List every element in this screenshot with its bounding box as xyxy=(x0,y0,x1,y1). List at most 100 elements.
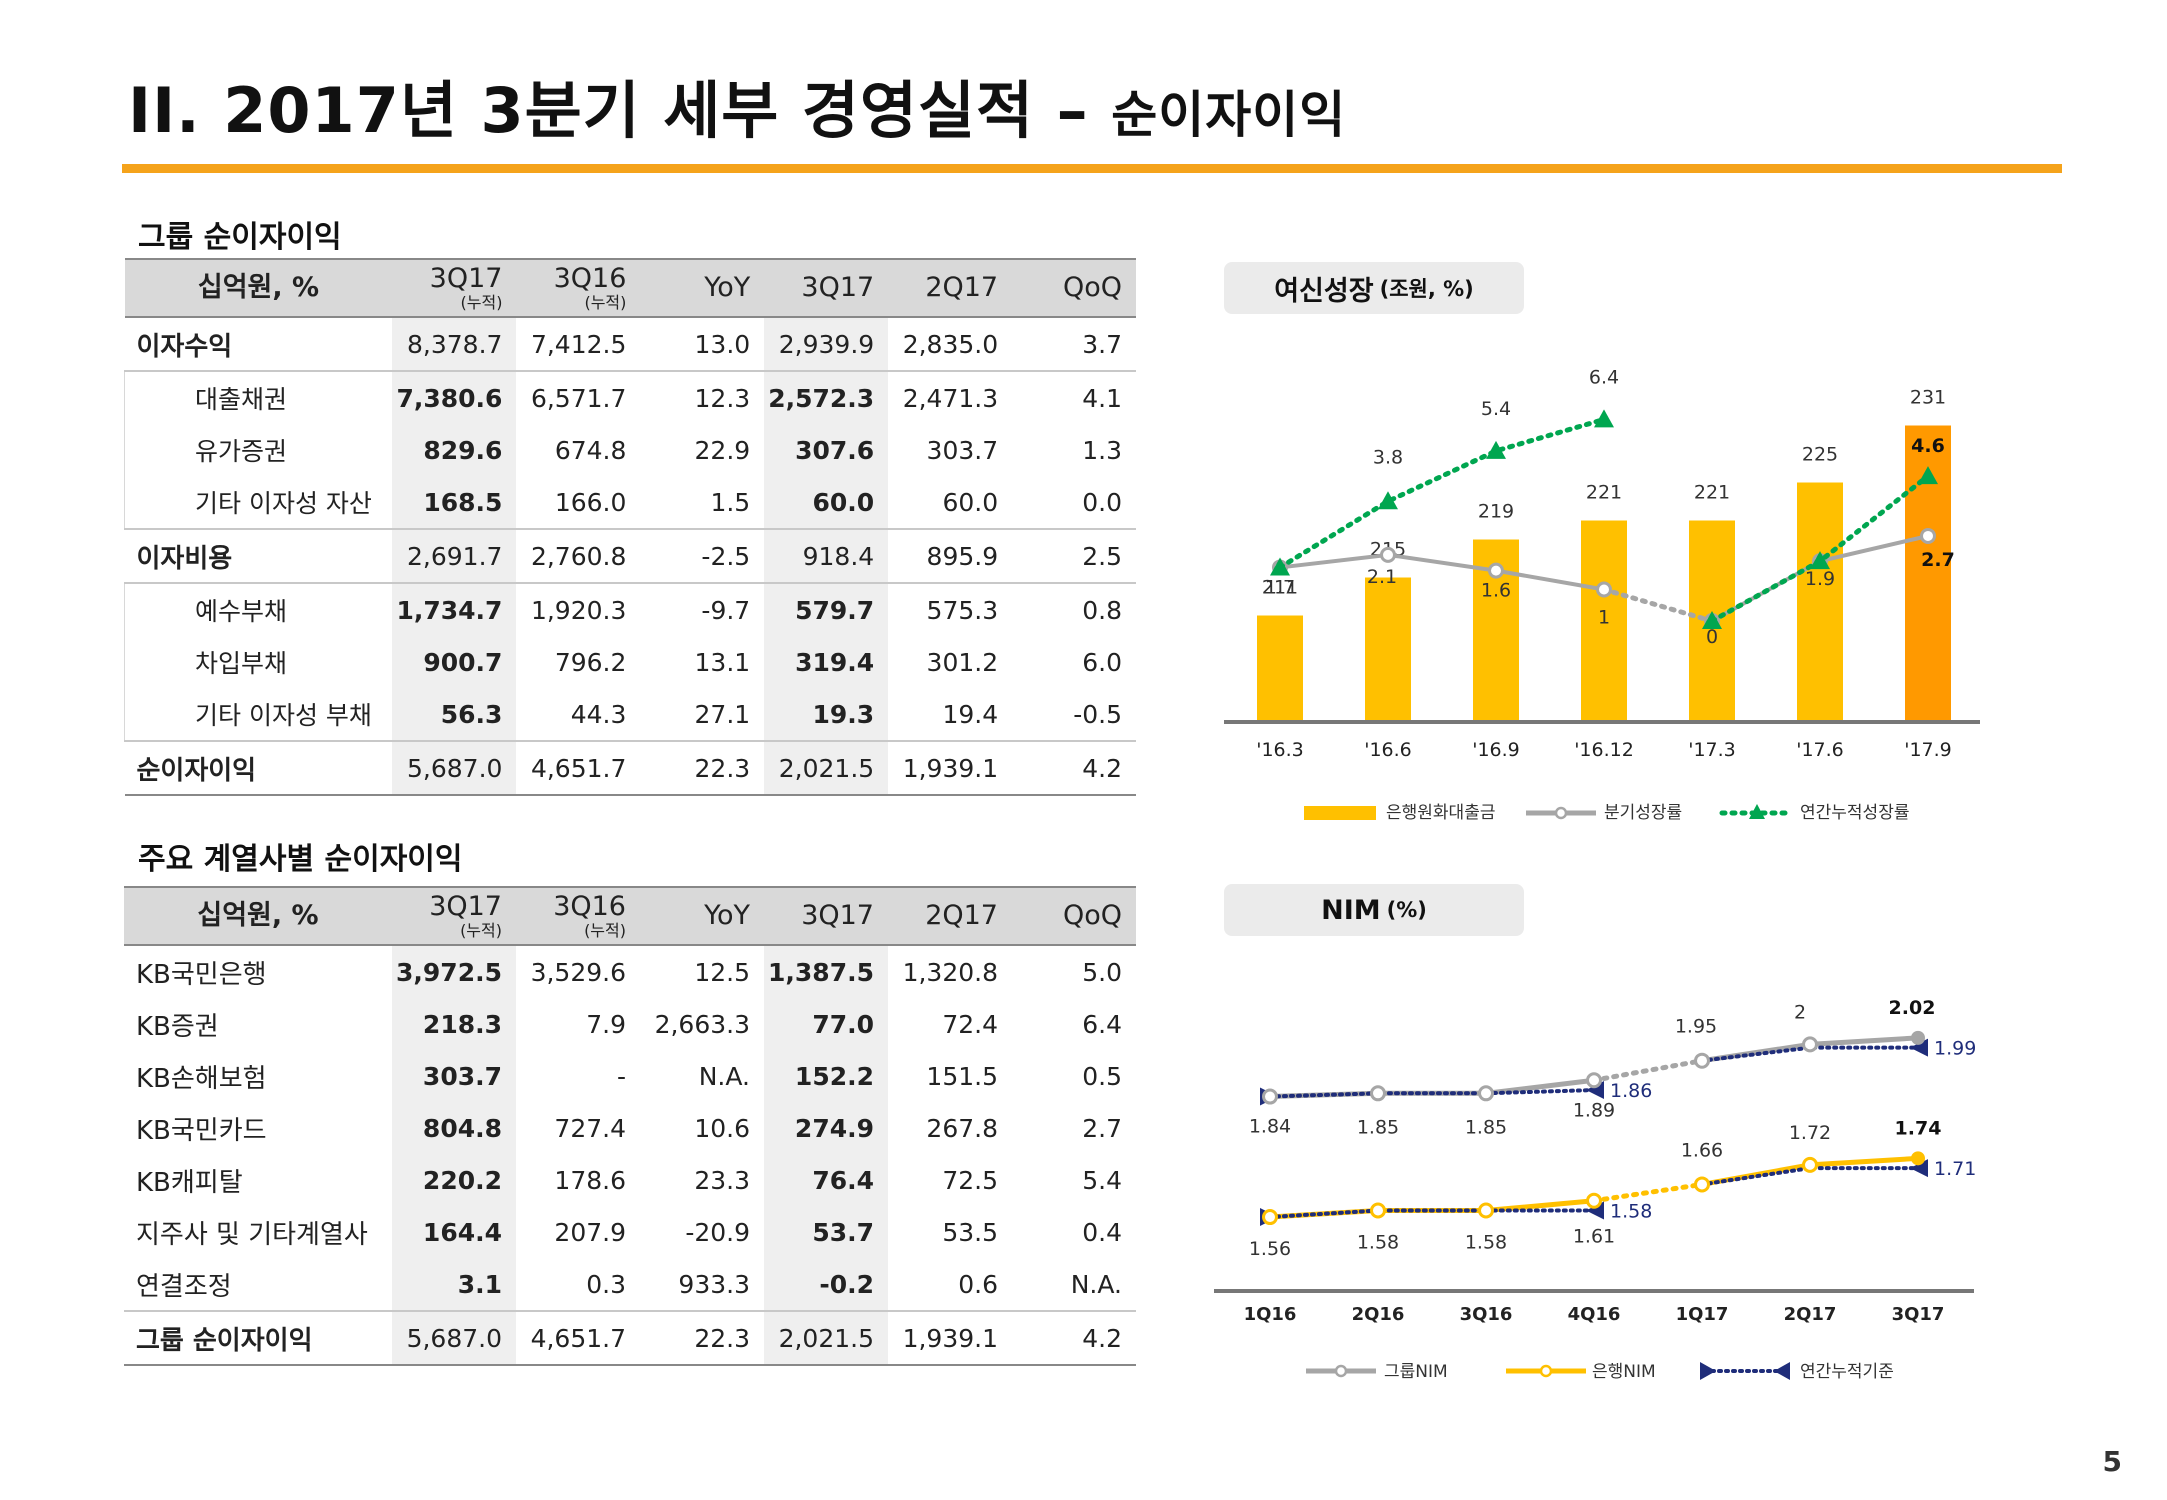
table-cell: 22.3 xyxy=(640,740,765,796)
table-row: 이자수익 8,378.7 7,412.5 13.0 2,939.9 2,835.0 3.7 xyxy=(125,317,1137,371)
column-header: QoQ xyxy=(1012,886,1136,946)
row-label: 순이자이익 xyxy=(124,740,393,796)
table-cell: 804.8 xyxy=(392,1102,516,1154)
group-nim-point xyxy=(1262,1088,1278,1105)
annual-growth-marker xyxy=(1486,440,1506,459)
x-tick-label: '17.9 xyxy=(1904,739,1952,761)
legend-triangle-swatch xyxy=(1749,804,1765,819)
legend-label: 은행원화대출금 xyxy=(1386,803,1495,823)
table-cell: 60.0 xyxy=(764,476,889,529)
row-label: KB국민은행 xyxy=(136,959,267,990)
column-header: 3Q17 (누적) xyxy=(392,886,516,946)
loan-bar xyxy=(1365,577,1411,720)
table-cell: 10.6 xyxy=(694,1113,750,1143)
table-row: 지주사 및 기타계열사 164.4 207.9 -20.9 53.7 53.5 0.4 xyxy=(124,1206,1136,1258)
x-tick-label: 1Q17 xyxy=(1676,1304,1729,1325)
quarterly-growth-point xyxy=(1596,581,1612,598)
bar-value-label: 225 xyxy=(1802,444,1838,466)
cumulative-nim-line xyxy=(1700,1166,1920,1187)
table-cell: 5.0 xyxy=(1082,957,1122,987)
table-cell: 0.8 xyxy=(1012,582,1136,636)
loan-bar xyxy=(1581,520,1627,720)
x-tick-label: '16.9 xyxy=(1472,739,1520,761)
bank-nim-point xyxy=(1262,1209,1278,1226)
table-cell: 2,939.9 xyxy=(764,317,889,371)
bar-value-label: 231 xyxy=(1910,387,1946,409)
group-nim-point xyxy=(1478,1085,1494,1102)
group-nim-label: 1.89 xyxy=(1573,1099,1615,1121)
legend-point-swatch xyxy=(1539,1364,1553,1378)
bank-nim-point xyxy=(1911,1151,1925,1166)
table-cell: 303.7 xyxy=(392,1050,516,1102)
table-cell: 1.5 xyxy=(710,487,751,517)
column-header: 3Q17 xyxy=(764,258,889,318)
group-nim-label: 1.85 xyxy=(1357,1116,1399,1138)
table-row: 기타 이자성 부채 56.3 44.3 27.1 19.3 19.4 -0.5 xyxy=(124,688,1137,741)
cumulative-nim-arrow xyxy=(1910,1159,1928,1178)
nim-chart-title: NIM (%) xyxy=(1224,884,1524,936)
x-tick-label: '16.6 xyxy=(1364,739,1412,761)
quarterly-growth-label: 2.7 xyxy=(1921,549,1955,571)
table-row: 대출채권 7,380.6 6,571.7 12.3 2,572.3 2,471.3 4.1 xyxy=(124,370,1136,424)
table-cell: 218.3 xyxy=(392,998,516,1050)
x-tick-label: 2Q16 xyxy=(1352,1304,1405,1325)
table-cell: 2,835.0 xyxy=(902,329,999,359)
table-cell: 53.7 xyxy=(764,1206,888,1258)
table-cell: -2.5 xyxy=(640,528,765,583)
annual-growth-marker xyxy=(1702,611,1722,629)
bank-nim-point xyxy=(1802,1156,1818,1173)
quarterly-growth-point xyxy=(1380,546,1396,563)
row-label: 연결조정 xyxy=(136,1271,232,1302)
table-cell: - xyxy=(616,1061,626,1091)
group-nim-label: 1.95 xyxy=(1675,1016,1717,1038)
table-cell: 7,412.5 xyxy=(530,329,627,359)
annual-growth-label: 3.8 xyxy=(1373,446,1403,468)
cumulative-nim-label: 1.99 xyxy=(1934,1038,1976,1060)
table-cell: 4,651.7 xyxy=(516,1310,640,1366)
table-cell: 307.6 xyxy=(764,424,889,476)
table-row: 그룹 순이자이익 5,687.0 4,651.7 22.3 2,021.5 1,939.1… xyxy=(124,1310,1136,1366)
legend-label: 은행NIM xyxy=(1592,1362,1656,1382)
column-header: 3Q17 xyxy=(764,886,888,946)
bank-nim-label: 1.61 xyxy=(1573,1226,1615,1248)
table-row: 유가증권 829.6 674.8 22.9 307.6 303.7 1.3 xyxy=(124,424,1137,476)
column-header: 3Q17 (누적) xyxy=(392,258,517,318)
table-row: 예수부채 1,734.7 1,920.3 -9.7 579.7 575.3 0.8 xyxy=(124,582,1136,636)
table-row: 순이자이익 5,687.0 4,651.7 22.3 2,021.5 1,939.1 4.2 xyxy=(124,740,1136,796)
table-cell: 22.3 xyxy=(640,1310,764,1366)
table-cell: 72.4 xyxy=(942,1009,998,1039)
legend-label: 연간누적성장률 xyxy=(1800,803,1909,823)
table-cell: 60.0 xyxy=(942,487,999,517)
nim-chart: 1.84 1.85 1.85 1.89 1.95 2 2.02 1.56 1.58 1.58 1.6… xyxy=(1214,997,1976,1382)
table-cell: 829.6 xyxy=(392,424,517,476)
group-nim-point xyxy=(1370,1085,1386,1102)
subsidiary-nii-table: 십억원, % 3Q17 (누적) 3Q16 (누적) YoY 3Q17 2Q17 QoQ KB국… xyxy=(124,886,1136,1366)
table2-title: 주요 계열사별 순이자이익 xyxy=(138,842,463,877)
table-cell: 53.5 xyxy=(942,1217,998,1247)
row-label: KB증권 xyxy=(136,1011,219,1042)
bank-nim-point xyxy=(1370,1202,1386,1219)
table-cell: 274.9 xyxy=(764,1102,888,1154)
table-cell: 0.3 xyxy=(586,1269,626,1299)
table-cell: 918.4 xyxy=(764,528,889,583)
table-cell: 56.3 xyxy=(392,688,517,741)
table-cell: 2,021.5 xyxy=(764,740,889,796)
table-header-row: 십억원, % 3Q17 (누적) 3Q16 (누적) YoY 3Q17 2Q17 QoQ xyxy=(124,258,1136,318)
annual-growth-marker xyxy=(1918,466,1938,485)
table-cell: 12.3 xyxy=(640,370,765,424)
x-tick-label: '17.3 xyxy=(1688,739,1736,761)
row-label: 기타 이자성 부채 xyxy=(124,688,393,741)
table-cell: 7.9 xyxy=(586,1009,626,1039)
x-tick-label: '17.6 xyxy=(1796,739,1844,761)
bank-nim-line-dotted xyxy=(1591,1181,1705,1204)
table-cell: 900.7 xyxy=(392,636,517,688)
group-nim-point xyxy=(1694,1052,1710,1069)
loan-bar xyxy=(1797,482,1843,720)
legend-arrow-swatch xyxy=(1774,1362,1790,1380)
group-nim-point xyxy=(1586,1072,1602,1089)
table-row: KB국민카드 804.8 727.4 10.6 274.9 267.8 2.7 xyxy=(124,1102,1136,1154)
table-cell: 4,651.7 xyxy=(516,740,641,796)
annual-growth-marker xyxy=(1810,551,1830,570)
bank-nim-label: 1.58 xyxy=(1357,1232,1399,1254)
net-interest-income-table: 십억원, % 3Q17 (누적) 3Q16 (누적) YoY 3Q17 2Q17 QoQ 이자수… xyxy=(124,258,1136,796)
